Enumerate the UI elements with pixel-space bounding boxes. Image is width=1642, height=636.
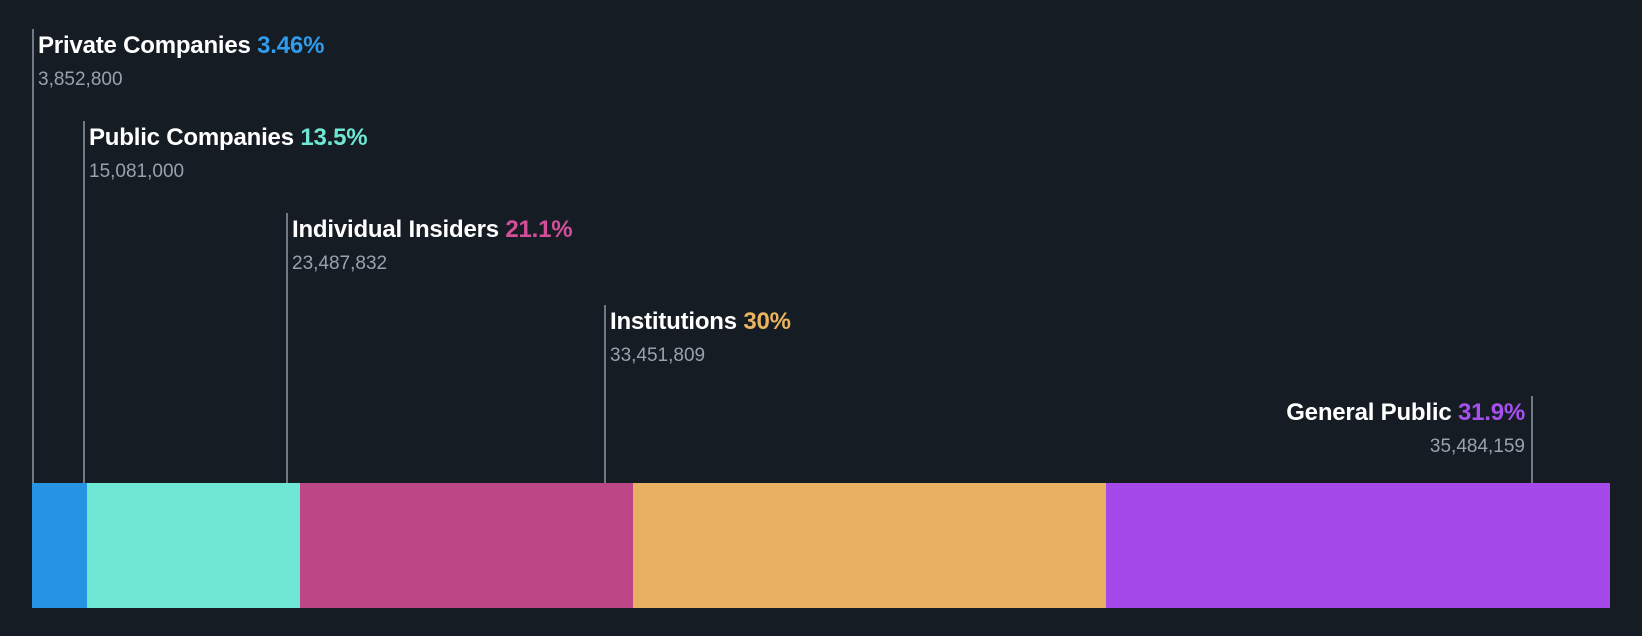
bar-segment-individual-insiders[interactable] <box>299 483 633 608</box>
label-value-institutions: 33,451,809 <box>610 345 706 366</box>
stacked-bar <box>32 483 1610 608</box>
label-title-institutions: Institutions 30% <box>610 308 791 335</box>
label-public-companies[interactable]: Public Companies 13.5% 15,081,000 <box>89 124 368 182</box>
tick-line-individual-insiders <box>286 213 288 483</box>
bar-segment-general-public[interactable] <box>1105 483 1610 608</box>
tick-line-general-public <box>1531 396 1533 483</box>
label-percent-public-companies: 13.5% <box>300 124 368 151</box>
label-title-public-companies: Public Companies 13.5% <box>89 124 368 151</box>
bar-segment-public-companies[interactable] <box>86 483 300 608</box>
label-percent-individual-insiders: 21.1% <box>505 216 573 243</box>
label-percent-general-public: 31.9% <box>1457 399 1525 426</box>
label-percent-private-companies: 3.46% <box>257 32 325 59</box>
label-private-companies[interactable]: Private Companies 3.46% 3,852,800 <box>38 32 325 90</box>
label-general-public[interactable]: General Public 31.9% 35,484,159 <box>1286 399 1525 457</box>
tick-line-private-companies <box>32 29 34 483</box>
label-individual-insiders[interactable]: Individual Insiders 21.1% 23,487,832 <box>292 216 573 274</box>
tick-line-institutions <box>604 305 606 483</box>
label-percent-institutions: 30% <box>743 308 791 335</box>
label-value-private-companies: 3,852,800 <box>38 69 123 90</box>
label-title-individual-insiders: Individual Insiders 21.1% <box>292 216 573 243</box>
label-value-general-public: 35,484,159 <box>1429 436 1525 457</box>
tick-line-public-companies <box>83 121 85 483</box>
label-title-general-public: General Public 31.9% <box>1286 399 1525 426</box>
label-value-individual-insiders: 23,487,832 <box>292 253 388 274</box>
label-institutions[interactable]: Institutions 30% 33,451,809 <box>610 308 791 366</box>
bar-segment-institutions[interactable] <box>632 483 1106 608</box>
label-value-public-companies: 15,081,000 <box>89 161 185 182</box>
bar-segment-private-companies[interactable] <box>32 483 87 608</box>
label-title-private-companies: Private Companies 3.46% <box>38 32 325 59</box>
